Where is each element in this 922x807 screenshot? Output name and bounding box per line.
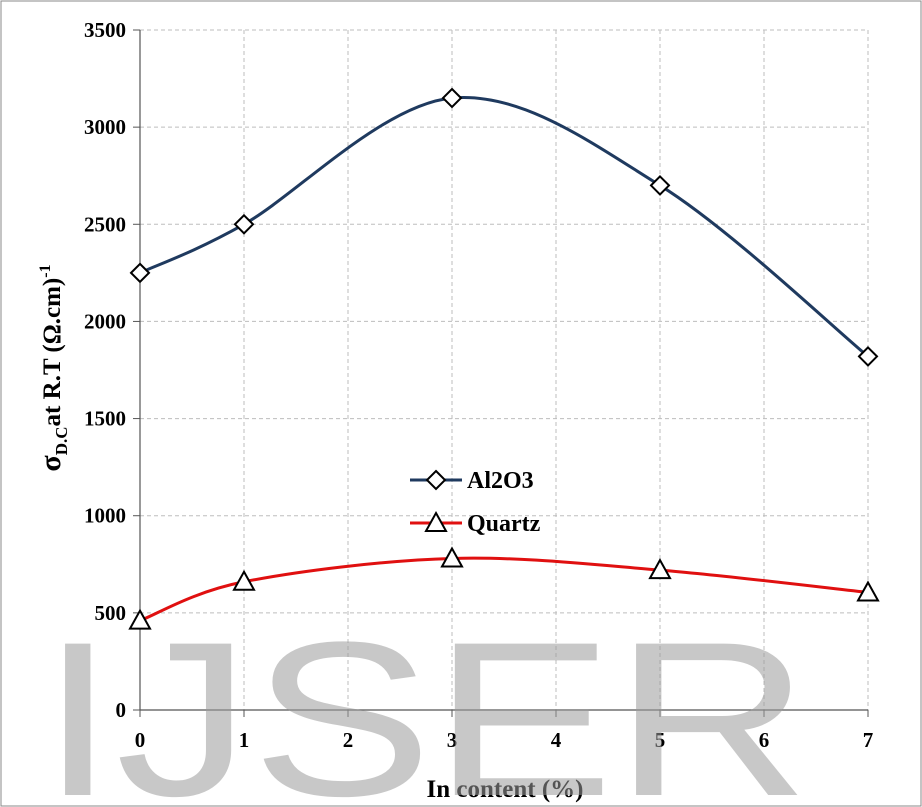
x-tick-label: 7: [863, 728, 874, 752]
data-point-quartz: [440, 546, 464, 568]
y-tick-label: 500: [95, 601, 127, 625]
legend: Al2O3 Quartz: [410, 468, 541, 537]
y-tick-labels: 0 500 1000 1500 2000 2500 3000 3500: [84, 18, 126, 722]
x-tick-label: 4: [551, 728, 562, 752]
legend-label-al2o3: Al2O3: [467, 468, 534, 494]
data-point-quartz: [648, 558, 672, 580]
y-tick-label: 3500: [84, 18, 126, 42]
data-point-al2o3: [649, 175, 671, 196]
x-tick-label: 0: [135, 728, 146, 752]
x-axis-title: In content (%): [427, 776, 584, 803]
x-tick-label: 3: [447, 728, 458, 752]
data-point-quartz: [232, 569, 256, 591]
axes: [133, 29, 869, 717]
x-tick-label: 5: [655, 728, 666, 752]
legend-marker-al2o3: [425, 469, 447, 491]
y-tick-label: 2000: [84, 309, 126, 333]
data-point-al2o3: [129, 262, 151, 284]
y-tick-label: 0: [116, 698, 127, 722]
y-axis-title-symbol: σ: [34, 455, 67, 472]
y-axis-title-subscript: D.C: [52, 426, 71, 455]
data-point-al2o3: [233, 213, 255, 235]
x-tick-label: 2: [343, 728, 354, 752]
grid: [140, 29, 869, 710]
data-point-quartz: [856, 580, 880, 602]
y-tick-label: 2500: [84, 212, 126, 236]
data-point-quartz: [128, 608, 152, 630]
y-tick-label: 3000: [84, 115, 126, 139]
data-point-al2o3: [441, 87, 463, 109]
legend-marker-quartz: [424, 510, 448, 532]
x-tick-label: 6: [759, 728, 770, 752]
y-axis-title: σD.Cat R.T (Ω.cm)-1: [34, 264, 71, 471]
watermark: IJSER: [40, 596, 810, 807]
legend-label-quartz: Quartz: [467, 511, 541, 537]
data-point-al2o3: [857, 345, 879, 367]
y-axis-title-superscript: -1: [37, 264, 54, 277]
y-axis-title-main: at R.T (Ω.cm): [39, 278, 66, 427]
series-line-al2o3: [139, 95, 869, 358]
series-line-quartz: [139, 556, 869, 623]
x-tick-label: 1: [239, 728, 250, 752]
y-tick-label: 1000: [84, 504, 126, 528]
series-layer: [128, 87, 880, 630]
x-tick-labels: 0 1 2 3 4 5 6 7: [135, 728, 874, 752]
y-tick-label: 1500: [84, 407, 126, 431]
